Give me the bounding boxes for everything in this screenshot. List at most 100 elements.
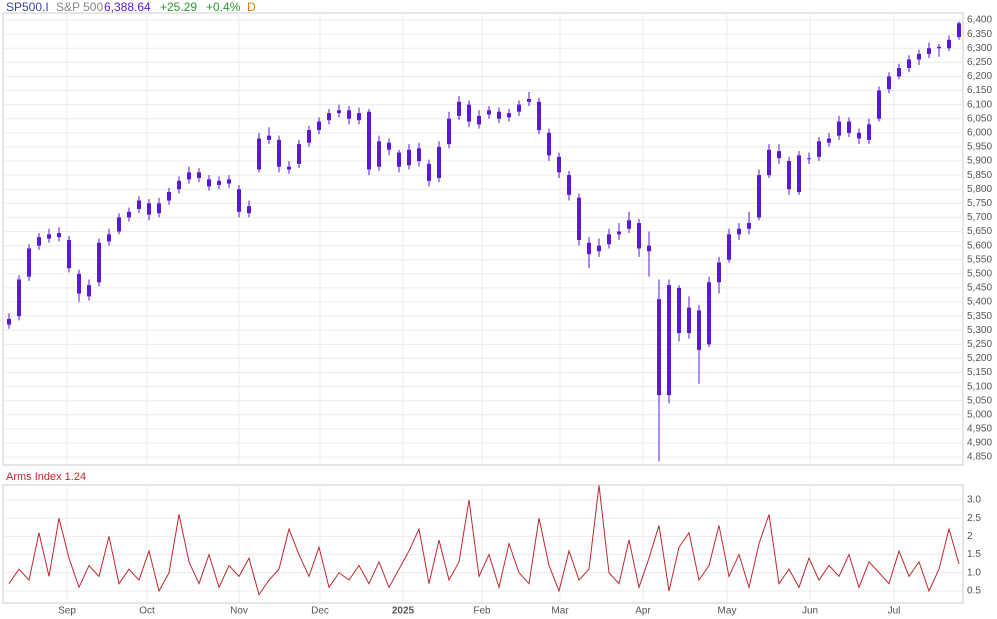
candle-body xyxy=(897,67,901,77)
y-tick-label: 2.5 xyxy=(967,513,981,524)
candle-body xyxy=(417,148,421,162)
candle-body xyxy=(77,273,81,294)
symbol: SP500.I xyxy=(6,0,49,14)
candle-body xyxy=(107,234,111,242)
candle-body xyxy=(537,101,541,131)
candle-body xyxy=(407,149,411,166)
y-tick-label: 5,600 xyxy=(967,240,992,251)
name: S&P 500 xyxy=(56,0,103,14)
candle-body xyxy=(677,287,681,334)
candle-body xyxy=(387,142,391,150)
y-tick-label: 6,050 xyxy=(967,113,992,124)
candle-body xyxy=(287,166,291,170)
change-pct: +0.4% xyxy=(206,0,241,14)
y-tick-label: 0.5 xyxy=(967,586,981,597)
candle-body xyxy=(707,282,711,345)
candle-body xyxy=(957,23,961,37)
y-tick-label: 6,300 xyxy=(967,43,992,54)
y-tick-label: 5,850 xyxy=(967,170,992,181)
y-tick-label: 3.0 xyxy=(967,495,981,506)
y-tick-label: 5,400 xyxy=(967,297,992,308)
y-tick-label: 6,100 xyxy=(967,99,992,110)
y-tick-label: 5,900 xyxy=(967,156,992,167)
candle-body xyxy=(607,234,611,245)
candle-body xyxy=(557,156,561,173)
candle-body xyxy=(307,130,311,143)
candle-body xyxy=(217,180,221,186)
candle-body xyxy=(907,59,911,68)
candle-body xyxy=(847,121,851,133)
candle-body xyxy=(817,141,821,157)
y-tick-label: 5,450 xyxy=(967,283,992,294)
candle-body xyxy=(747,223,751,229)
candle-body xyxy=(237,189,241,212)
candle-body xyxy=(257,138,261,170)
candle-body xyxy=(357,113,361,121)
candle-body xyxy=(137,200,141,209)
candle-body xyxy=(177,180,181,190)
candle-body xyxy=(617,231,621,235)
y-tick-label: 2 xyxy=(967,531,973,542)
candle-body xyxy=(187,172,191,180)
y-tick-label: 5,000 xyxy=(967,409,992,420)
candle-body xyxy=(667,285,671,396)
candle-body xyxy=(517,104,521,112)
candle-body xyxy=(117,217,121,232)
candle-body xyxy=(937,46,941,49)
y-tick-label: 1.5 xyxy=(967,549,981,560)
candle-body xyxy=(317,121,321,131)
arms-line xyxy=(8,485,960,596)
candle-body xyxy=(577,197,581,240)
candle-body xyxy=(167,192,171,201)
x-tick-label: Mar xyxy=(551,606,569,617)
y-tick-label: 5,250 xyxy=(967,339,992,350)
candle-body xyxy=(447,118,451,145)
y-tick-label: 5,650 xyxy=(967,226,992,237)
y-tick-label: 5,200 xyxy=(967,353,992,364)
candle-body xyxy=(877,90,881,119)
y-tick-label: 5,300 xyxy=(967,325,992,336)
candle-body xyxy=(947,39,951,49)
candle-body xyxy=(597,245,601,252)
y-tick-label: 4,950 xyxy=(967,424,992,435)
candle-body xyxy=(767,149,771,176)
candle-body xyxy=(347,110,351,119)
candle-body xyxy=(7,318,11,325)
y-tick-label: 4,900 xyxy=(967,438,992,449)
y-tick-label: 6,250 xyxy=(967,57,992,68)
candle-body xyxy=(887,76,891,90)
candle-body xyxy=(337,110,341,114)
candle-body xyxy=(777,151,781,159)
y-tick-label: 5,350 xyxy=(967,311,992,322)
candle-body xyxy=(67,239,71,269)
y-tick-label: 6,350 xyxy=(967,29,992,40)
candle-body xyxy=(857,132,861,139)
candle-body xyxy=(327,113,331,121)
y-tick-label: 5,100 xyxy=(967,381,992,392)
y-tick-label: 1.0 xyxy=(967,567,981,578)
x-tick-label: May xyxy=(718,606,737,617)
y-tick-label: 5,150 xyxy=(967,367,992,378)
candle-body xyxy=(647,245,651,252)
candle-body xyxy=(247,206,251,214)
candle-body xyxy=(47,234,51,239)
candle-body xyxy=(637,223,641,249)
candle-body xyxy=(657,299,661,396)
candle-body xyxy=(207,179,211,187)
candle-body xyxy=(757,175,761,218)
y-tick-label: 6,150 xyxy=(967,85,992,96)
candle-body xyxy=(587,242,591,255)
x-tick-label: Feb xyxy=(473,606,491,617)
candle-body xyxy=(57,232,61,238)
x-tick-label: 2025 xyxy=(392,606,415,617)
candle-body xyxy=(97,242,101,283)
y-tick-label: 5,750 xyxy=(967,198,992,209)
candle-body xyxy=(437,146,441,178)
candle-body xyxy=(697,310,701,350)
candle-body xyxy=(727,234,731,260)
candle-body xyxy=(367,111,371,170)
y-tick-label: 6,200 xyxy=(967,71,992,82)
candle-body xyxy=(717,262,721,283)
period: D xyxy=(247,0,256,14)
